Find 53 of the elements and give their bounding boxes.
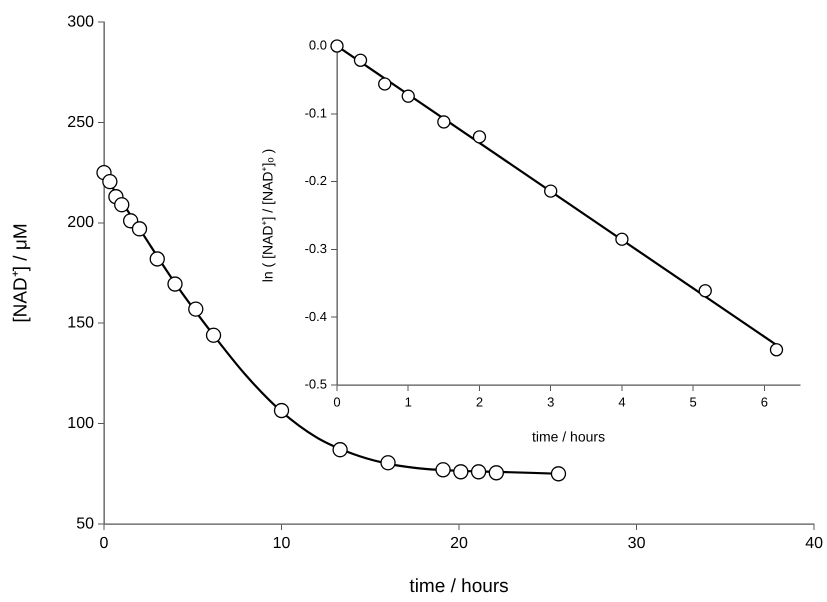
x-axis-title: time / hours — [532, 428, 606, 444]
point — [615, 232, 629, 246]
point — [332, 442, 348, 458]
point — [274, 402, 290, 418]
point — [330, 39, 344, 53]
y-tick-label: 100 — [67, 415, 94, 432]
y-tick-label: -0.3 — [304, 240, 327, 256]
point — [378, 77, 392, 91]
point — [770, 343, 784, 356]
x-tick-label: 20 — [450, 535, 468, 552]
x-axis-title: time / hours — [409, 576, 509, 597]
point — [150, 251, 165, 267]
y-tick-label: 0.0 — [308, 38, 327, 53]
x-tick-label: 1 — [404, 394, 412, 410]
point — [167, 276, 183, 292]
x-tick-label: 30 — [628, 535, 646, 552]
x-tick-label: 2 — [476, 394, 484, 410]
point — [453, 464, 468, 480]
point — [102, 174, 118, 190]
point — [544, 184, 558, 198]
point — [698, 284, 712, 298]
point — [470, 464, 486, 480]
point — [354, 54, 368, 67]
x-tick-label: 0 — [100, 535, 109, 552]
point — [114, 197, 130, 212]
point — [132, 221, 148, 236]
point — [488, 465, 504, 480]
point — [550, 466, 566, 482]
y-tick-label: 300 — [67, 13, 94, 30]
point — [437, 115, 450, 129]
x-tick-label: 5 — [690, 394, 697, 410]
y-tick-label: -0.5 — [304, 376, 327, 392]
point — [206, 328, 222, 343]
point — [402, 90, 415, 103]
x-tick-label: 0 — [333, 394, 341, 410]
point — [380, 455, 396, 470]
y-axis-title: ln ( [NAD⁺] / [NAD⁺]ₒ ) — [259, 148, 276, 282]
y-tick-label: 150 — [67, 314, 94, 332]
y-tick-label: 200 — [67, 214, 94, 232]
point — [435, 462, 451, 478]
y-tick-label: -0.2 — [304, 173, 327, 188]
x-tick-label: 6 — [760, 394, 768, 410]
x-tick-label: 40 — [805, 535, 824, 552]
y-axis-title: [NAD⁺] / μM — [10, 223, 32, 323]
point — [188, 301, 204, 317]
x-tick-label: 4 — [618, 394, 626, 410]
y-tick-label: -0.1 — [304, 105, 327, 120]
y-tick-label: 50 — [76, 515, 94, 532]
point — [472, 130, 486, 144]
y-tick-label: -0.4 — [304, 308, 327, 324]
x-tick-label: 3 — [547, 394, 554, 410]
x-tick-label: 10 — [272, 535, 291, 552]
y-tick-label: 250 — [67, 114, 94, 131]
